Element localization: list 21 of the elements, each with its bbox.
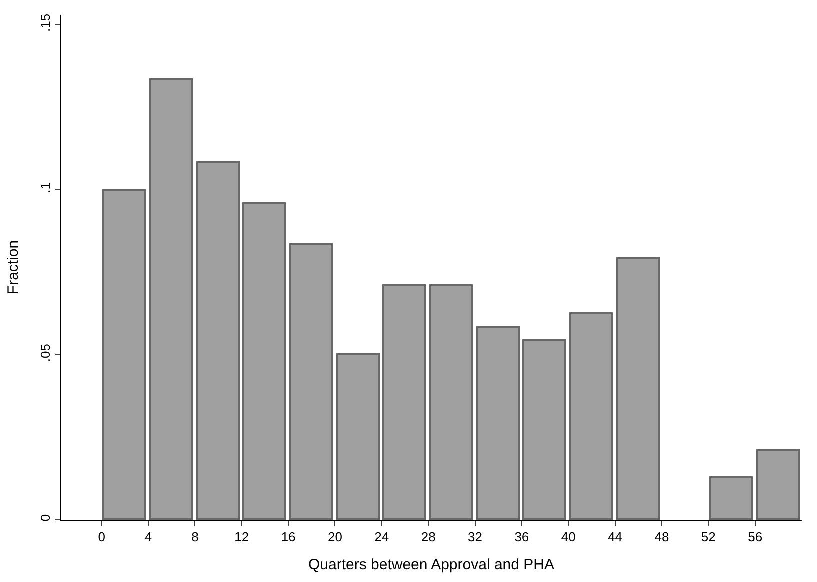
x-tick-label: 48 — [654, 530, 670, 545]
x-tick-label: 52 — [701, 530, 716, 545]
y-tick-label: 0 — [38, 514, 53, 522]
x-tick-label: 12 — [234, 530, 250, 545]
x-axis-title: Quarters between Approval and PHA — [308, 556, 554, 574]
x-tick-label: 32 — [468, 530, 482, 545]
x-tick-label: 36 — [514, 530, 530, 545]
x-tick-label: 20 — [328, 530, 342, 545]
x-tick-label: 16 — [281, 530, 296, 545]
x-tick-label: 8 — [192, 530, 199, 545]
x-tick-label: 56 — [748, 530, 763, 545]
x-tick-label: 4 — [144, 530, 152, 545]
x-tick-label: 28 — [421, 530, 436, 545]
x-tick-label: 0 — [98, 530, 106, 545]
y-tick-label: .05 — [38, 344, 53, 362]
x-tick-label: 40 — [561, 530, 576, 545]
x-tick-label: 44 — [608, 530, 623, 545]
x-tick-label: 24 — [374, 530, 390, 545]
y-tick-label: .1 — [38, 182, 53, 194]
y-tick-label: .15 — [38, 14, 53, 32]
y-axis-title: Fraction — [5, 240, 22, 295]
